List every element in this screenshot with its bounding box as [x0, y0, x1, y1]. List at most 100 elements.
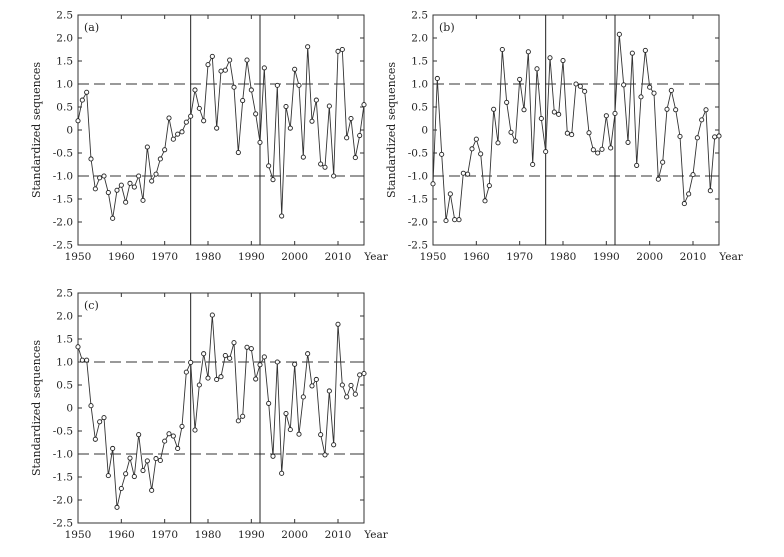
y-tick-label: -0.5: [53, 426, 73, 438]
x-tick-label: 2010: [680, 251, 707, 263]
data-point: [170, 433, 176, 439]
data-point: [352, 155, 358, 161]
y-tick-label: -1.5: [53, 472, 73, 484]
data-point: [218, 374, 224, 380]
data-point: [686, 191, 692, 197]
y-tick-label: 2.5: [411, 10, 428, 22]
data-point: [443, 218, 449, 224]
data-point: [222, 67, 228, 73]
data-point: [543, 149, 549, 155]
data-point: [118, 485, 124, 492]
data-point: [491, 106, 497, 112]
y-tick-label: 2.0: [56, 33, 73, 45]
data-point: [326, 388, 332, 394]
data-point: [209, 53, 215, 59]
data-point: [348, 382, 354, 389]
x-tick-label: 1970: [151, 251, 178, 263]
data-point: [681, 201, 687, 207]
data-point: [655, 176, 661, 182]
x-tick-label: 1960: [463, 251, 490, 263]
y-tick-label: 1.0: [411, 79, 428, 91]
data-point: [75, 344, 81, 350]
data-point: [205, 375, 211, 381]
data-point: [175, 131, 181, 137]
data-point: [75, 118, 81, 124]
data-point: [149, 178, 155, 184]
data-point: [214, 376, 220, 383]
panel-label: (b): [439, 21, 455, 34]
data-point: [305, 351, 311, 357]
data-point: [157, 457, 163, 463]
y-tick-label: 1.5: [56, 56, 73, 68]
y-tick-label: -0.5: [53, 148, 73, 160]
y-axis-label: Standardized sequences: [30, 340, 43, 476]
data-point: [192, 427, 198, 433]
data-point: [712, 134, 718, 140]
y-tick-label: -2.5: [53, 518, 73, 530]
data-point: [287, 125, 293, 131]
data-point: [361, 102, 367, 108]
data-point: [240, 413, 246, 419]
y-tick-label: -1.5: [408, 194, 428, 206]
y-tick-label: 1.0: [56, 357, 73, 369]
x-tick-label: 1950: [65, 251, 92, 263]
y-tick-label: -1.0: [53, 449, 73, 461]
y-tick-label: 0.5: [411, 102, 428, 114]
data-point: [101, 173, 107, 179]
data-point: [266, 163, 272, 169]
data-point: [214, 125, 220, 131]
data-point: [136, 432, 142, 438]
y-tick-label: 0: [66, 125, 73, 137]
data-point: [144, 458, 150, 464]
data-point: [183, 119, 189, 125]
data-point: [629, 50, 635, 56]
data-point: [123, 471, 129, 477]
data-point: [642, 47, 648, 53]
y-tick-label: -2.0: [53, 217, 73, 229]
data-point: [235, 149, 241, 156]
y-tick-label: 1.0: [56, 79, 73, 91]
data-point: [192, 87, 198, 93]
x-tick-label: 1960: [108, 251, 135, 263]
data-point: [248, 87, 254, 93]
data-point: [296, 82, 302, 88]
data-point: [482, 198, 488, 204]
data-point: [690, 172, 696, 178]
x-tick-label: 1960: [108, 529, 135, 541]
y-tick-label: 0: [421, 125, 428, 137]
data-point: [162, 438, 168, 444]
data-point: [188, 359, 194, 366]
data-point: [612, 110, 618, 116]
data-point: [478, 151, 484, 157]
data-point: [227, 355, 233, 361]
data-point: [283, 103, 289, 110]
data-point: [118, 182, 124, 188]
data-point: [153, 456, 159, 462]
data-point: [318, 161, 324, 167]
data-point: [170, 136, 176, 142]
data-point: [261, 65, 267, 71]
y-tick-label: -1.0: [53, 171, 73, 183]
data-point: [114, 187, 120, 193]
x-tick-label: 2000: [281, 251, 308, 263]
data-point: [344, 394, 350, 400]
x-tick-label: 1990: [593, 251, 620, 263]
data-point: [110, 445, 116, 452]
x-axis-unit: Year: [363, 251, 388, 263]
data-point: [331, 173, 337, 179]
x-axis-unit: Year: [363, 529, 388, 541]
data-point: [84, 89, 90, 95]
data-point: [486, 183, 492, 189]
data-point: [261, 354, 267, 360]
data-point: [326, 103, 332, 109]
x-tick-label: 1950: [65, 529, 92, 541]
data-point: [668, 87, 674, 93]
data-point: [144, 144, 150, 150]
y-tick-label: -2.5: [408, 240, 428, 252]
data-point: [344, 135, 350, 141]
data-point: [88, 156, 94, 162]
data-point: [196, 105, 202, 111]
data-point: [205, 62, 211, 68]
y-tick-label: 1.5: [411, 56, 428, 68]
